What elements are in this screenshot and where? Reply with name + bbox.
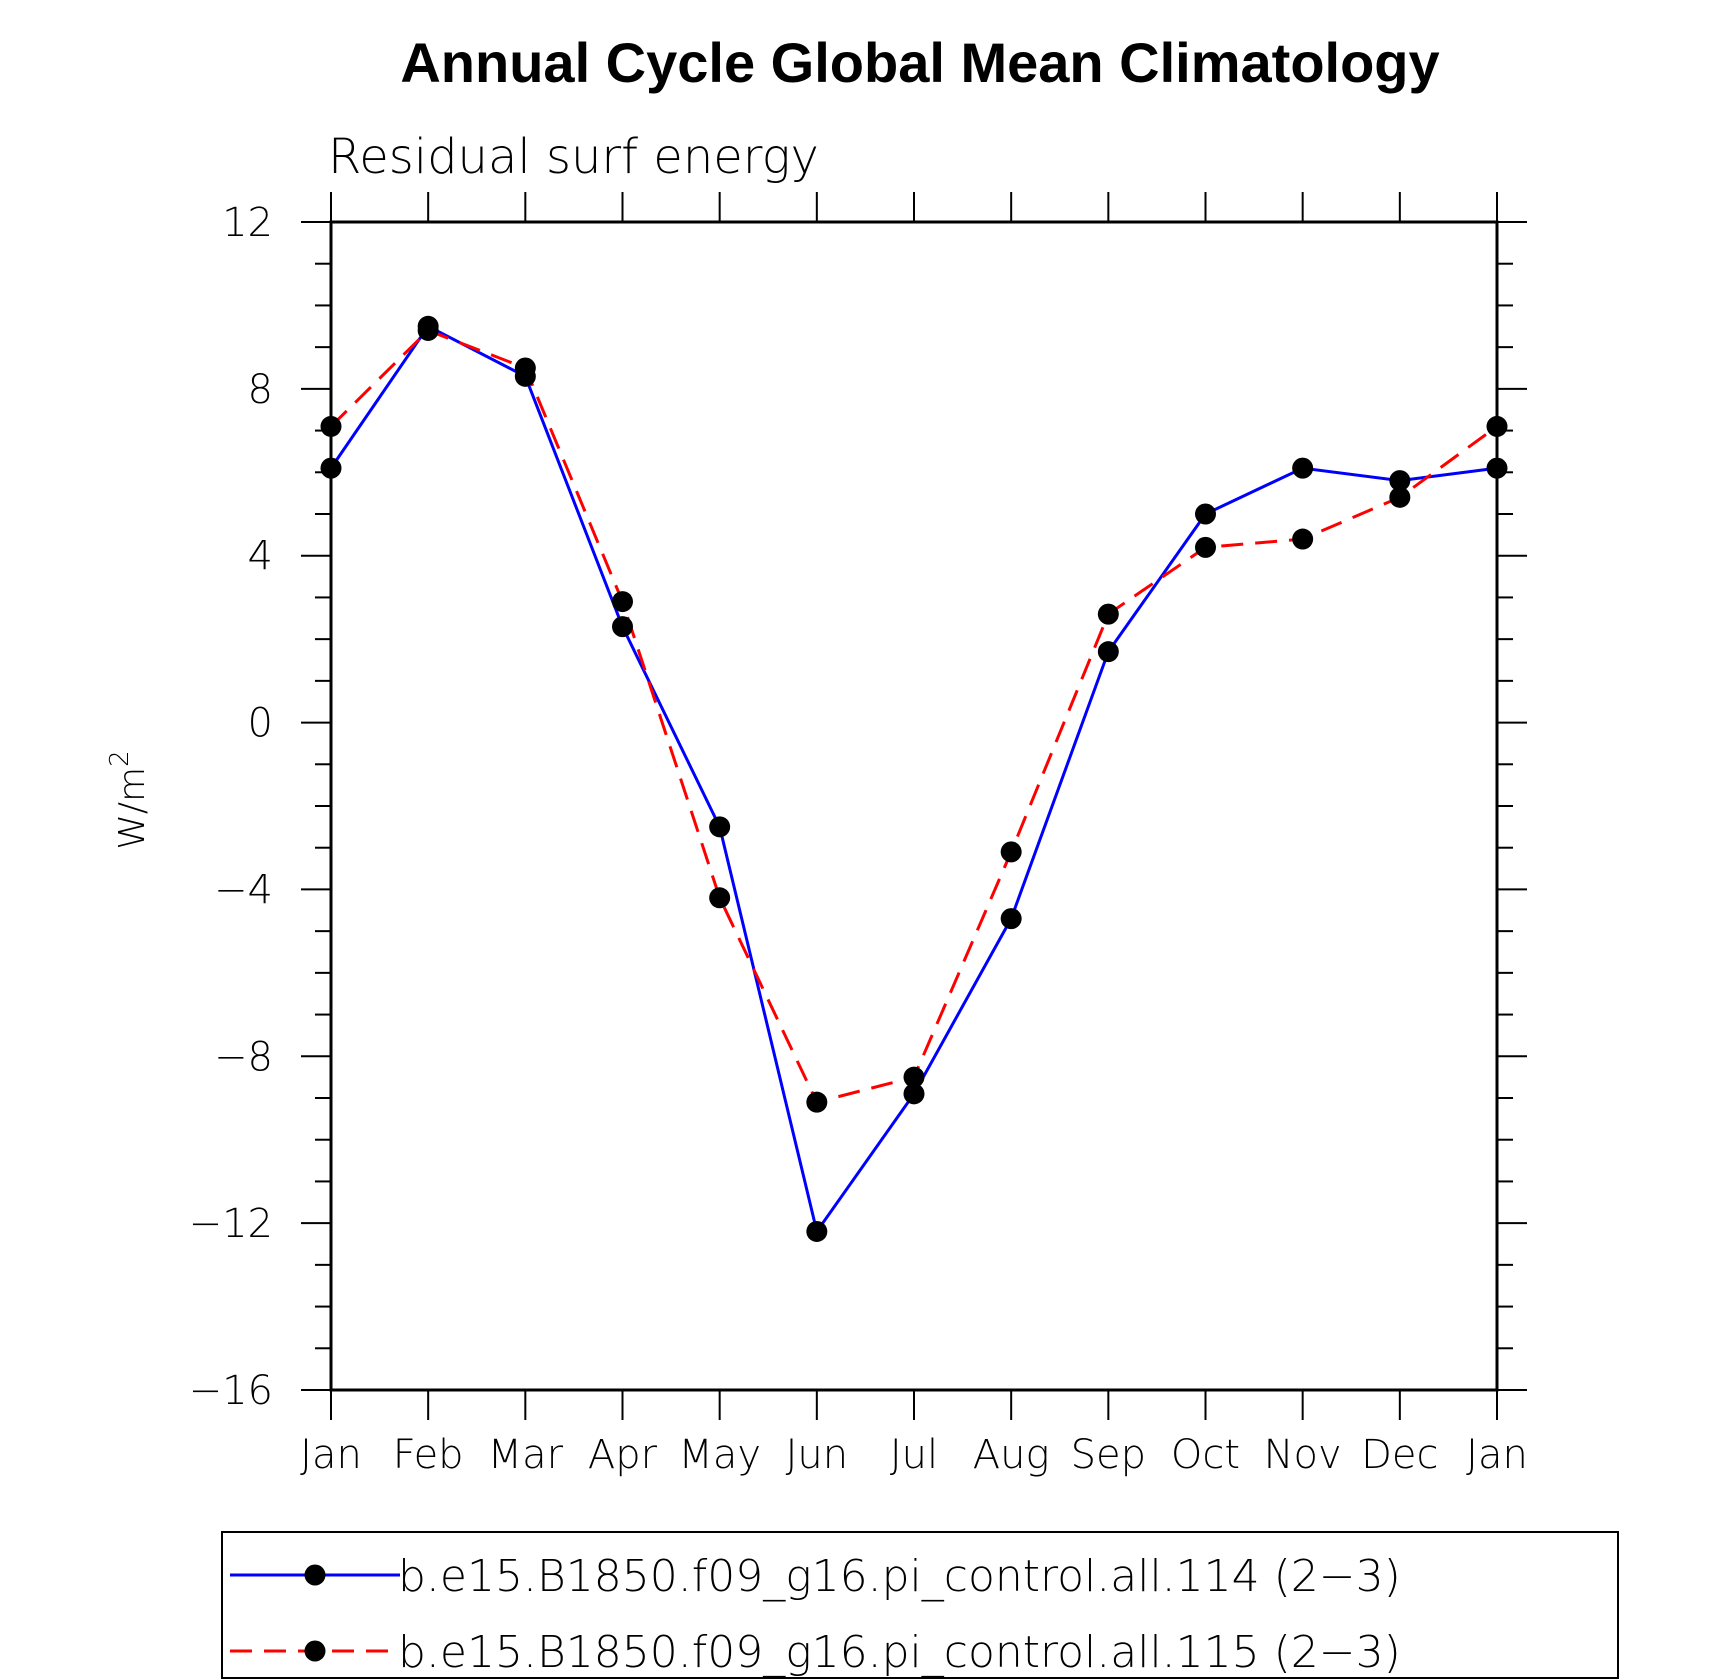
y-axis-label: W/m2	[105, 750, 153, 849]
y-axis-label-base: W/m	[112, 767, 153, 850]
series-1-point	[806, 1220, 828, 1242]
series-2-point	[709, 887, 731, 909]
series-2-point	[1097, 603, 1119, 625]
series-1-point	[709, 816, 731, 838]
x-tick-label: Apr	[588, 1432, 658, 1478]
plot-frame	[329, 220, 1499, 1392]
legend-label-2: b.e15.B1850.f09_g16.pi_control.all.115 (…	[398, 1627, 1401, 1678]
x-tick-label: Jan	[300, 1432, 362, 1478]
y-tick-label: −12	[189, 1201, 273, 1247]
series-line-2	[329, 328, 1498, 1104]
series-2-point	[1486, 415, 1508, 437]
series-2-point	[806, 1091, 828, 1113]
y-tick-label: 8	[248, 367, 273, 413]
series-2-point	[1389, 486, 1411, 508]
x-tick-label: Sep	[1071, 1432, 1146, 1478]
x-tick-label: Jun	[786, 1432, 849, 1478]
series-1-point	[1000, 908, 1022, 930]
x-tick-label: Jul	[890, 1432, 938, 1478]
y-tick-label: −4	[214, 867, 273, 913]
x-tick-label: Feb	[393, 1432, 464, 1478]
series-1-point	[1389, 470, 1411, 492]
series-2-point	[320, 415, 342, 437]
chart-title: Annual Cycle Global Mean Climatology	[400, 31, 1439, 94]
series-1-point	[320, 457, 342, 479]
series-2-point	[1292, 528, 1314, 550]
series-2-point	[514, 357, 536, 379]
y-tick-label: 0	[248, 701, 273, 747]
series-2-point	[1195, 536, 1216, 558]
y-axis-label-superscript: 2	[105, 750, 135, 767]
x-tick-label: Dec	[1361, 1432, 1438, 1478]
legend-marker-2	[304, 1640, 326, 1662]
series-1-point	[612, 616, 633, 638]
x-tick-label: Aug	[973, 1432, 1050, 1478]
series-2-point	[417, 319, 439, 341]
y-tick-label: 12	[222, 200, 273, 246]
series-2-point	[1000, 841, 1022, 863]
series-1-point	[1486, 457, 1508, 479]
series-1-point	[1292, 457, 1314, 479]
x-tick-label: Mar	[488, 1432, 564, 1478]
y-tick-label: 4	[248, 534, 273, 580]
chart-subtitle: Residual surf energy	[328, 129, 819, 185]
legend-marker-1	[304, 1564, 326, 1586]
legend-label-1: b.e15.B1850.f09_g16.pi_control.all.114 (…	[398, 1551, 1401, 1602]
x-tick-label: Jan	[1466, 1432, 1528, 1478]
series-2-point	[903, 1066, 925, 1088]
series-1-point	[903, 1083, 925, 1105]
y-tick-label: −16	[189, 1368, 273, 1414]
x-tick-label: Oct	[1171, 1432, 1240, 1478]
legend: b.e15.B1850.f09_g16.pi_control.all.114 (…	[221, 1531, 1619, 1679]
series-1-point	[1097, 641, 1119, 663]
series-2-point	[612, 591, 633, 613]
x-tick-label: Nov	[1264, 1432, 1342, 1478]
series-1-point	[1195, 503, 1216, 525]
x-tick-label: May	[678, 1432, 761, 1478]
legend-box	[221, 1531, 1619, 1679]
plot-area: 12 8 4 0 −4 −8 −12 −16 Jan Feb Mar Apr May Jun Jul Aug S…	[189, 192, 1528, 1478]
y-tick-label: −8	[214, 1034, 273, 1080]
